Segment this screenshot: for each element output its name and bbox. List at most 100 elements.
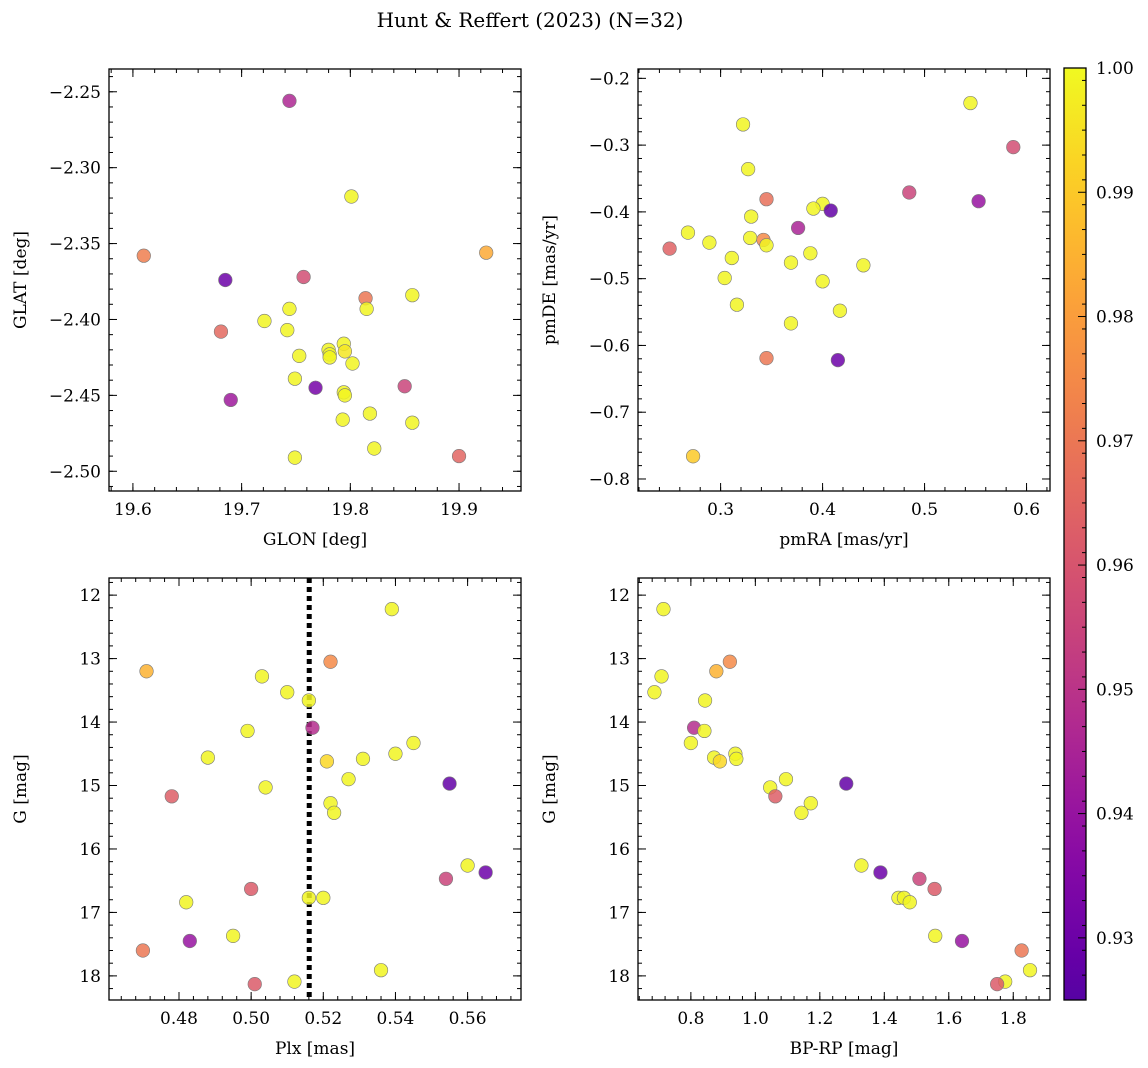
y-tick-label: 13 <box>608 650 630 670</box>
plot-frame <box>108 577 522 1001</box>
data-point <box>478 865 493 880</box>
data-point <box>254 669 270 684</box>
data-point <box>367 441 382 456</box>
data-point <box>305 720 320 735</box>
x-tick-label: 0.4 <box>809 500 836 520</box>
data-point <box>373 963 389 978</box>
data-point <box>226 928 241 944</box>
x-tick-label: 0.3 <box>707 500 734 520</box>
data-point <box>954 933 970 949</box>
data-point <box>823 203 838 218</box>
data-point <box>873 865 888 880</box>
y-tick-label: 16 <box>608 840 630 860</box>
y-tick-label: −0.3 <box>589 136 630 156</box>
ticks <box>109 69 521 491</box>
data-point <box>912 871 927 886</box>
scatter-points <box>647 601 1038 992</box>
y-tick-label: 12 <box>79 586 101 606</box>
data-point <box>803 796 818 811</box>
x-tick-label: 0.54 <box>377 1009 415 1029</box>
data-point <box>135 943 151 958</box>
colorbar-tick-label: 0.98 <box>1096 308 1134 328</box>
y-tick-label: −2.30 <box>49 159 101 179</box>
data-point <box>729 297 745 312</box>
data-point <box>292 348 307 363</box>
data-point <box>451 448 467 464</box>
data-point <box>362 406 377 421</box>
data-point <box>647 685 662 700</box>
x-axis-label: pmRA [mas/yr] <box>779 530 908 550</box>
data-point <box>164 789 179 804</box>
data-point <box>405 288 420 303</box>
x-tick-label: 0.48 <box>160 1009 198 1029</box>
colorbar-ticks <box>1078 67 1086 1001</box>
data-point <box>200 750 215 765</box>
x-tick-label: 19.6 <box>114 500 152 520</box>
data-point <box>397 379 412 394</box>
y-axis-label: pmDE [mas/yr] <box>540 215 560 345</box>
data-point <box>388 746 403 761</box>
x-tick-label: 1.8 <box>1000 1009 1027 1029</box>
data-point <box>337 344 352 359</box>
data-point <box>741 162 756 177</box>
data-point <box>963 95 978 111</box>
data-point <box>359 301 374 316</box>
x-tick-label: 0.56 <box>449 1009 487 1029</box>
data-point <box>182 933 197 949</box>
data-point <box>355 751 371 766</box>
data-point <box>717 270 732 286</box>
y-tick-label: −0.2 <box>589 69 630 89</box>
data-point <box>783 255 799 270</box>
data-point <box>223 392 238 408</box>
data-point <box>337 388 352 403</box>
y-tick-label: 12 <box>608 586 630 606</box>
data-point <box>479 245 494 260</box>
x-axis-label: Plx [mas] <box>275 1039 355 1059</box>
panel-pmra-pmde: 0.3 0.4 0.5 0.6 −0.2 −0.3 −0.4 −0.5 −0.6 −0.7 −0.8… <box>540 68 1051 550</box>
colorbar-tick-label: 0.93 <box>1096 929 1134 949</box>
x-tick-label: 19.9 <box>440 500 478 520</box>
data-point <box>258 780 273 795</box>
y-tick-label: 16 <box>79 840 101 860</box>
data-point <box>179 895 194 910</box>
data-point <box>729 751 744 766</box>
x-tick-label: 19.8 <box>331 500 369 520</box>
data-point <box>806 201 821 216</box>
x-tick-label: 19.7 <box>223 500 261 520</box>
x-axis-label: GLON [deg] <box>263 530 367 550</box>
data-point <box>257 313 272 329</box>
data-point <box>301 890 316 905</box>
data-point <box>662 241 677 256</box>
data-point <box>927 881 942 897</box>
data-point <box>832 303 848 318</box>
data-point <box>323 654 338 669</box>
colorbar-tick-label: 0.96 <box>1096 556 1134 576</box>
data-point <box>680 225 696 240</box>
y-tick-label: 13 <box>79 650 101 670</box>
y-tick-label: −2.40 <box>49 310 101 330</box>
data-point <box>803 246 818 261</box>
data-point <box>341 772 356 787</box>
data-point <box>735 117 751 132</box>
data-point <box>656 601 671 617</box>
colorbar-tick-label: 0.97 <box>1096 432 1134 452</box>
x-tick-label: 0.50 <box>232 1009 270 1029</box>
y-tick-label: 18 <box>79 967 101 987</box>
data-point <box>316 890 331 905</box>
scatter-points <box>662 95 1021 464</box>
data-point <box>139 664 154 679</box>
colorbar: 0.93 0.94 0.95 0.96 0.97 0.98 0.99 1.00 <box>1063 59 1134 1001</box>
data-point <box>685 449 701 464</box>
data-point <box>344 189 359 204</box>
figure-title: Hunt & Reffert (2023) (N=32) <box>377 8 684 32</box>
plot-frame <box>108 68 522 492</box>
y-tick-label: 17 <box>608 903 630 923</box>
data-point <box>442 776 457 791</box>
x-tick-label: 1.0 <box>742 1009 769 1029</box>
data-point <box>791 220 806 236</box>
data-point <box>683 735 698 751</box>
plot-frame <box>637 68 1051 492</box>
y-axis-label: G [mag] <box>540 754 560 823</box>
data-point <box>460 858 475 873</box>
